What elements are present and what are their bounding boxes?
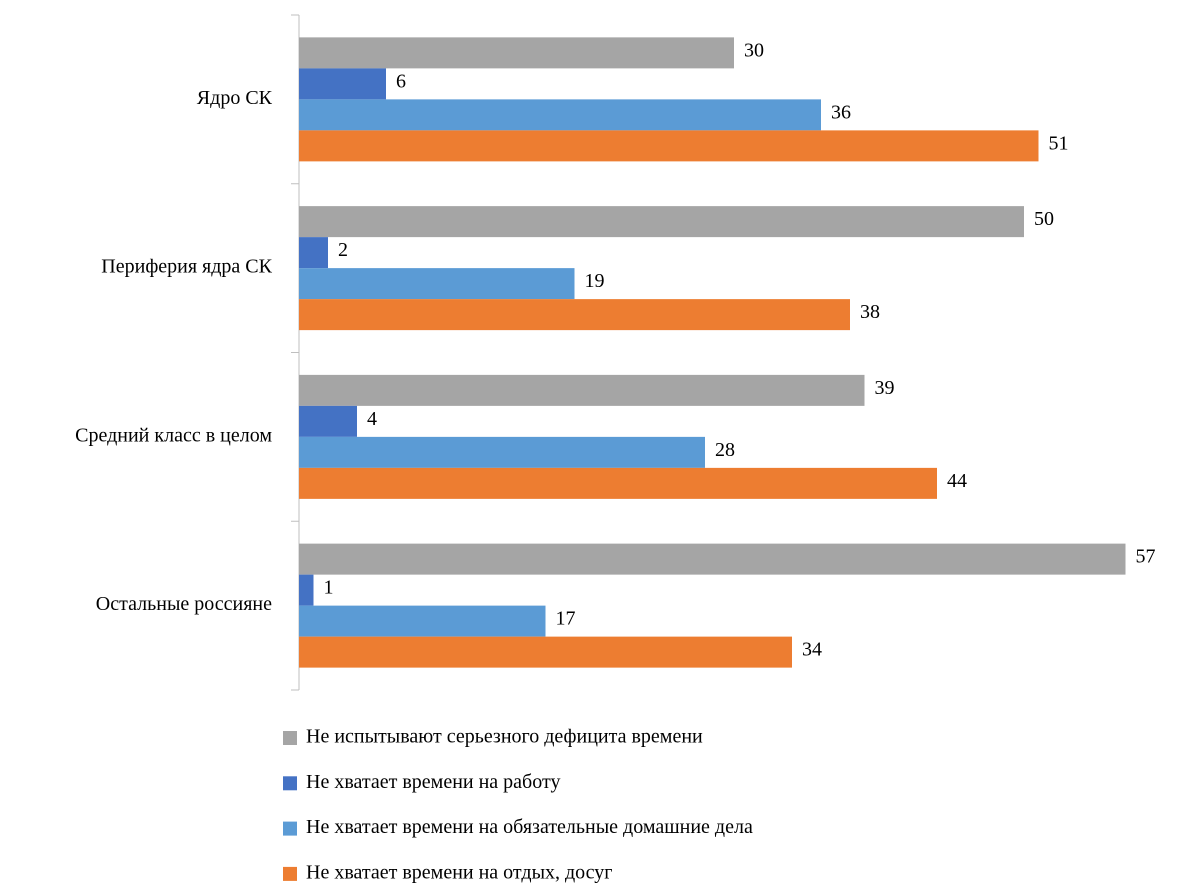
value-label: 4	[367, 408, 377, 430]
value-label: 17	[556, 608, 576, 630]
legend-label: Не испытывают серьезного дефицита времен…	[306, 726, 703, 748]
bar	[299, 68, 386, 100]
legend-swatch	[283, 776, 297, 791]
value-label: 6	[396, 70, 406, 92]
legend-swatch	[283, 866, 297, 881]
bar	[299, 436, 705, 468]
bar	[299, 268, 575, 300]
value-label: 36	[831, 101, 851, 123]
value-label: 30	[744, 39, 764, 61]
value-label: 50	[1034, 208, 1054, 230]
value-label: 19	[585, 270, 605, 292]
bar	[299, 37, 734, 69]
bar	[299, 574, 314, 606]
bar	[299, 237, 328, 269]
legend-swatch	[283, 731, 297, 745]
bar	[299, 130, 1039, 162]
legend-label: Не хватает времени на обязательные домаш…	[306, 816, 753, 838]
bar	[299, 636, 792, 668]
value-label: 28	[715, 439, 735, 461]
value-label: 44	[947, 470, 967, 492]
value-label: 1	[324, 577, 334, 599]
bar	[299, 206, 1024, 238]
bar	[299, 605, 546, 637]
bar	[299, 374, 865, 406]
value-label: 34	[802, 639, 822, 661]
legend-label: Не хватает времени на работу	[306, 771, 560, 793]
bar	[299, 99, 821, 131]
legend-swatch	[283, 821, 297, 836]
bar	[299, 405, 357, 437]
value-label: 57	[1136, 546, 1156, 568]
category-label: Средний класс в целом	[75, 424, 272, 446]
bar	[299, 467, 937, 499]
legend-label: Не хватает времени на отдых, досуг	[306, 861, 613, 883]
value-label: 39	[875, 377, 895, 399]
category-label: Ядро СК	[197, 87, 273, 109]
value-label: 51	[1049, 132, 1069, 154]
category-label: Периферия ядра СК	[101, 256, 272, 278]
value-label: 38	[860, 301, 880, 323]
bar	[299, 299, 850, 331]
value-label: 2	[338, 239, 348, 261]
category-label: Остальные россияне	[96, 593, 272, 615]
bar	[299, 543, 1126, 575]
